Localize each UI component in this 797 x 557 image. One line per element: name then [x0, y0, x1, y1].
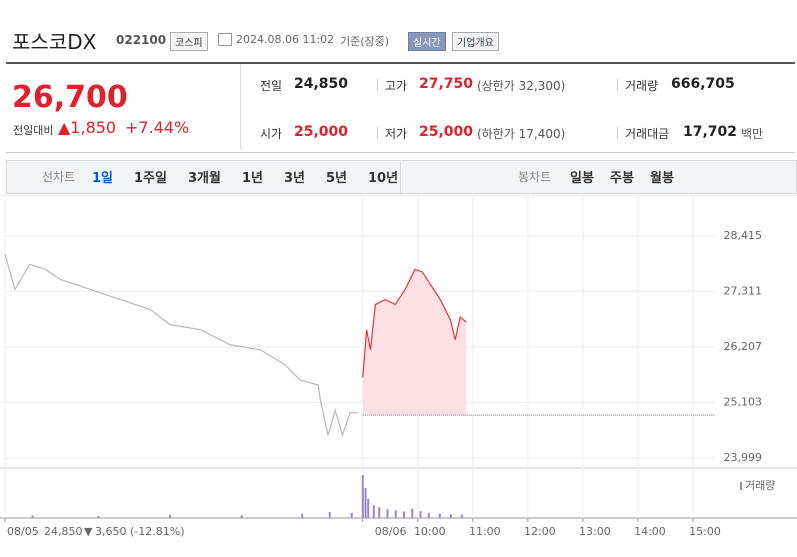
footer-change: 3,650	[95, 525, 127, 538]
volume-bar	[449, 514, 452, 518]
footer-rate: (-12.81%)	[130, 525, 185, 538]
volume-bar	[427, 512, 430, 518]
x-tick-label: 12:00	[524, 525, 556, 538]
divider	[377, 127, 378, 139]
tab[interactable]: 3개월	[188, 171, 221, 186]
tab[interactable]: 10년	[368, 171, 399, 186]
footer-price: 24,850	[44, 525, 83, 538]
volume-bar	[350, 512, 353, 518]
volume-bar	[419, 511, 422, 518]
divider	[617, 79, 618, 91]
tab[interactable]: 3년	[284, 171, 306, 186]
volume-bar	[97, 515, 100, 518]
tab-label: 봉차트	[518, 170, 552, 184]
tab[interactable]: 1일	[92, 171, 114, 186]
volume-bar	[438, 513, 441, 518]
stat-label: 거래대금	[625, 127, 670, 141]
tab[interactable]: 1주일	[134, 171, 167, 186]
area	[362, 269, 467, 416]
stat-value: 27,750	[419, 76, 474, 92]
stat-label: 전일	[260, 79, 283, 93]
volume-bar	[367, 498, 370, 518]
change: ▲1,850	[58, 118, 117, 137]
price: 26,700	[12, 80, 128, 115]
y-tick-label: 27,311	[724, 284, 763, 297]
tab-bar	[6, 160, 797, 194]
x-tick-label: 11:00	[469, 525, 501, 538]
change-rate: +7.44%	[125, 118, 190, 137]
divider	[377, 79, 378, 91]
volume-bar	[386, 509, 389, 518]
y-tick-label: 28,415	[724, 229, 763, 242]
tab[interactable]: 월봉	[650, 171, 674, 186]
volume-bar	[301, 513, 304, 518]
tab[interactable]: 일봉	[570, 171, 594, 186]
volume-legend: 거래량	[745, 479, 775, 492]
y-tick-label: 25,103	[724, 395, 763, 408]
stat-label: 고가	[385, 79, 408, 93]
volume-bar	[460, 514, 463, 518]
volume-bar	[372, 505, 375, 518]
stat-label: 시가	[260, 127, 283, 141]
tab[interactable]: 주봉	[610, 171, 634, 186]
line	[362, 268, 467, 378]
y-tick-label: 23,999	[724, 451, 763, 464]
divider	[240, 64, 241, 150]
y-tick-label: 26,207	[724, 340, 763, 353]
stat-label: 저가	[385, 127, 408, 141]
footer-arrow: ▼	[84, 525, 93, 538]
realtime-button[interactable]: 실시간	[408, 32, 446, 51]
tab-label: 선차트	[42, 170, 76, 184]
stat-extra: (하한가 17,400)	[477, 127, 566, 141]
x-tick-label: 15:00	[689, 525, 721, 538]
volume-bar	[411, 508, 414, 518]
volume-bar	[31, 515, 34, 518]
stat-label: 거래량	[625, 79, 659, 93]
volume-legend-icon	[740, 482, 742, 490]
tab[interactable]: 1년	[242, 171, 264, 186]
code: 022100	[116, 33, 167, 47]
x-tick-label: 08/05	[7, 525, 39, 538]
stat-value: 17,702	[683, 124, 738, 140]
volume-bar	[169, 514, 172, 518]
volume-bar	[361, 475, 364, 518]
stat-value: 25,000	[294, 124, 349, 140]
stat-extra: (상한가 32,300)	[477, 79, 566, 93]
basis: 기준(장중)	[340, 35, 390, 48]
volume-bar	[378, 507, 381, 518]
stat-value: 25,000	[419, 124, 474, 140]
volume-bar	[364, 487, 367, 518]
summary-box	[6, 62, 795, 153]
calendar-icon	[218, 33, 232, 46]
x-tick-label: 08/06	[375, 525, 407, 538]
company-button[interactable]: 기업개요	[452, 32, 499, 51]
chart: 23,999 25,103 26,207 27,311 28,415 08/05 08/06…	[0, 195, 797, 538]
line	[4, 254, 358, 438]
volume-bar	[403, 511, 406, 518]
divider	[617, 127, 618, 139]
market: 코스피	[170, 32, 208, 51]
x-tick-label: 14:00	[634, 525, 666, 538]
stat-value: 24,850	[294, 76, 349, 92]
title: 포스코DX	[12, 30, 97, 54]
change-label: 전일대비	[13, 124, 54, 137]
divider	[400, 161, 401, 193]
volume-bar	[328, 511, 331, 518]
volume-bar	[394, 510, 397, 518]
stat-value: 666,705	[671, 76, 735, 92]
volume-bar	[240, 515, 243, 518]
datetime: 2024.08.06 11:02	[236, 33, 335, 46]
x-tick-label: 10:00	[414, 525, 446, 538]
tab[interactable]: 5년	[326, 171, 348, 186]
stat-extra: 백만	[741, 127, 764, 141]
x-tick-label: 13:00	[579, 525, 611, 538]
